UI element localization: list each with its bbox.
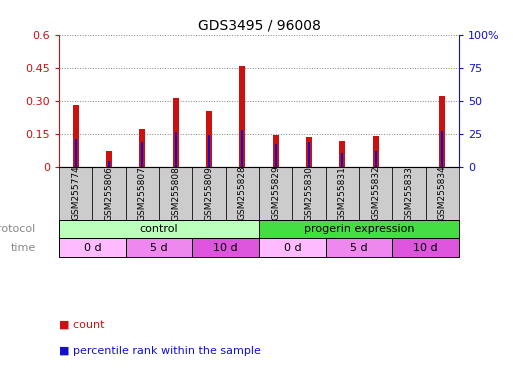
Bar xyxy=(373,136,379,167)
Bar xyxy=(326,238,392,257)
Bar xyxy=(59,220,259,238)
Text: GSM255808: GSM255808 xyxy=(171,166,180,220)
Bar xyxy=(175,132,176,167)
Bar xyxy=(342,154,343,167)
Text: time: time xyxy=(10,243,36,253)
Text: 5 d: 5 d xyxy=(150,243,168,253)
Title: GDS3495 / 96008: GDS3495 / 96008 xyxy=(198,18,321,32)
Bar xyxy=(192,167,226,220)
Text: progerin expression: progerin expression xyxy=(304,224,415,234)
Bar xyxy=(259,167,292,220)
Text: control: control xyxy=(140,224,179,234)
Bar xyxy=(126,238,192,257)
Bar xyxy=(306,137,312,167)
Bar xyxy=(73,105,78,167)
Text: 10 d: 10 d xyxy=(413,243,438,253)
Bar xyxy=(259,220,459,238)
Bar xyxy=(208,135,210,167)
Bar xyxy=(292,167,326,220)
Bar xyxy=(440,96,445,167)
Bar xyxy=(173,98,179,167)
Text: 0 d: 0 d xyxy=(84,243,101,253)
Text: 5 d: 5 d xyxy=(350,243,368,253)
Bar xyxy=(359,167,392,220)
Bar xyxy=(159,167,192,220)
Bar xyxy=(206,111,212,167)
Text: GSM255774: GSM255774 xyxy=(71,166,80,220)
Text: ■ percentile rank within the sample: ■ percentile rank within the sample xyxy=(59,346,261,356)
Bar xyxy=(59,167,92,220)
Bar xyxy=(226,167,259,220)
Bar xyxy=(273,135,279,167)
Bar xyxy=(106,151,112,167)
Bar xyxy=(240,66,245,167)
Bar xyxy=(75,139,76,167)
Text: GSM255832: GSM255832 xyxy=(371,166,380,220)
Text: GSM255807: GSM255807 xyxy=(138,166,147,220)
Text: GSM255833: GSM255833 xyxy=(405,166,413,220)
Bar xyxy=(326,167,359,220)
Text: protocol: protocol xyxy=(0,224,36,234)
Text: GSM255831: GSM255831 xyxy=(338,166,347,220)
Text: GSM255829: GSM255829 xyxy=(271,166,280,220)
Bar xyxy=(92,167,126,220)
Text: GSM255834: GSM255834 xyxy=(438,166,447,220)
Text: GSM255828: GSM255828 xyxy=(238,166,247,220)
Text: 0 d: 0 d xyxy=(284,243,301,253)
Text: 10 d: 10 d xyxy=(213,243,238,253)
Bar xyxy=(242,130,243,167)
Text: GSM255806: GSM255806 xyxy=(105,166,113,220)
Bar xyxy=(442,131,443,167)
Bar xyxy=(308,142,310,167)
Text: GSM255809: GSM255809 xyxy=(205,166,213,220)
Bar xyxy=(340,141,345,167)
Text: GSM255830: GSM255830 xyxy=(305,166,313,220)
Bar xyxy=(126,167,159,220)
Bar xyxy=(192,238,259,257)
Bar xyxy=(59,238,126,257)
Text: ■ count: ■ count xyxy=(59,319,105,329)
Bar xyxy=(275,144,277,167)
Bar xyxy=(375,151,377,167)
Bar xyxy=(142,142,143,167)
Bar xyxy=(392,238,459,257)
Bar xyxy=(426,167,459,220)
Bar xyxy=(392,167,426,220)
Bar xyxy=(259,238,326,257)
Bar xyxy=(140,129,145,167)
Bar xyxy=(108,161,110,167)
